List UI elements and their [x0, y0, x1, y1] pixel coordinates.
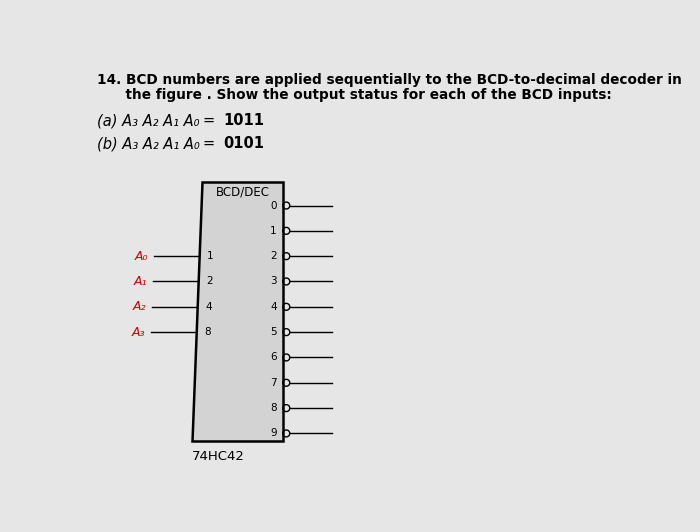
Text: A₀: A₀ — [134, 250, 148, 263]
Text: 5: 5 — [270, 327, 276, 337]
Text: (a) A₃ A₂ A₁ A₀: (a) A₃ A₂ A₁ A₀ — [97, 113, 200, 128]
Text: 74HC42: 74HC42 — [192, 451, 245, 463]
Text: (b) A₃ A₂ A₁ A₀: (b) A₃ A₂ A₁ A₀ — [97, 136, 200, 151]
Text: 6: 6 — [270, 353, 276, 362]
Text: 7: 7 — [270, 378, 276, 388]
Text: A₃: A₃ — [132, 326, 145, 339]
Polygon shape — [192, 182, 283, 441]
Text: A₂: A₂ — [133, 301, 146, 313]
Text: 0101: 0101 — [223, 136, 264, 151]
Text: 4: 4 — [270, 302, 276, 312]
Text: 2: 2 — [270, 251, 276, 261]
Text: =: = — [202, 136, 214, 151]
Text: 1011: 1011 — [223, 113, 264, 128]
Text: 3: 3 — [270, 277, 276, 287]
Text: 4: 4 — [205, 302, 211, 312]
Text: 0: 0 — [270, 201, 276, 211]
Text: BCD/DEC: BCD/DEC — [216, 186, 270, 198]
Text: 1: 1 — [270, 226, 276, 236]
Text: the figure . Show the output status for each of the BCD inputs:: the figure . Show the output status for … — [97, 88, 612, 103]
Text: 8: 8 — [204, 327, 211, 337]
Text: 8: 8 — [270, 403, 276, 413]
Text: 9: 9 — [270, 428, 276, 438]
Text: A₁: A₁ — [134, 275, 147, 288]
Text: 2: 2 — [206, 277, 213, 287]
Text: 14. BCD numbers are applied sequentially to the BCD-to-decimal decoder in: 14. BCD numbers are applied sequentially… — [97, 73, 682, 87]
Text: 1: 1 — [207, 251, 214, 261]
Text: =: = — [202, 113, 214, 128]
